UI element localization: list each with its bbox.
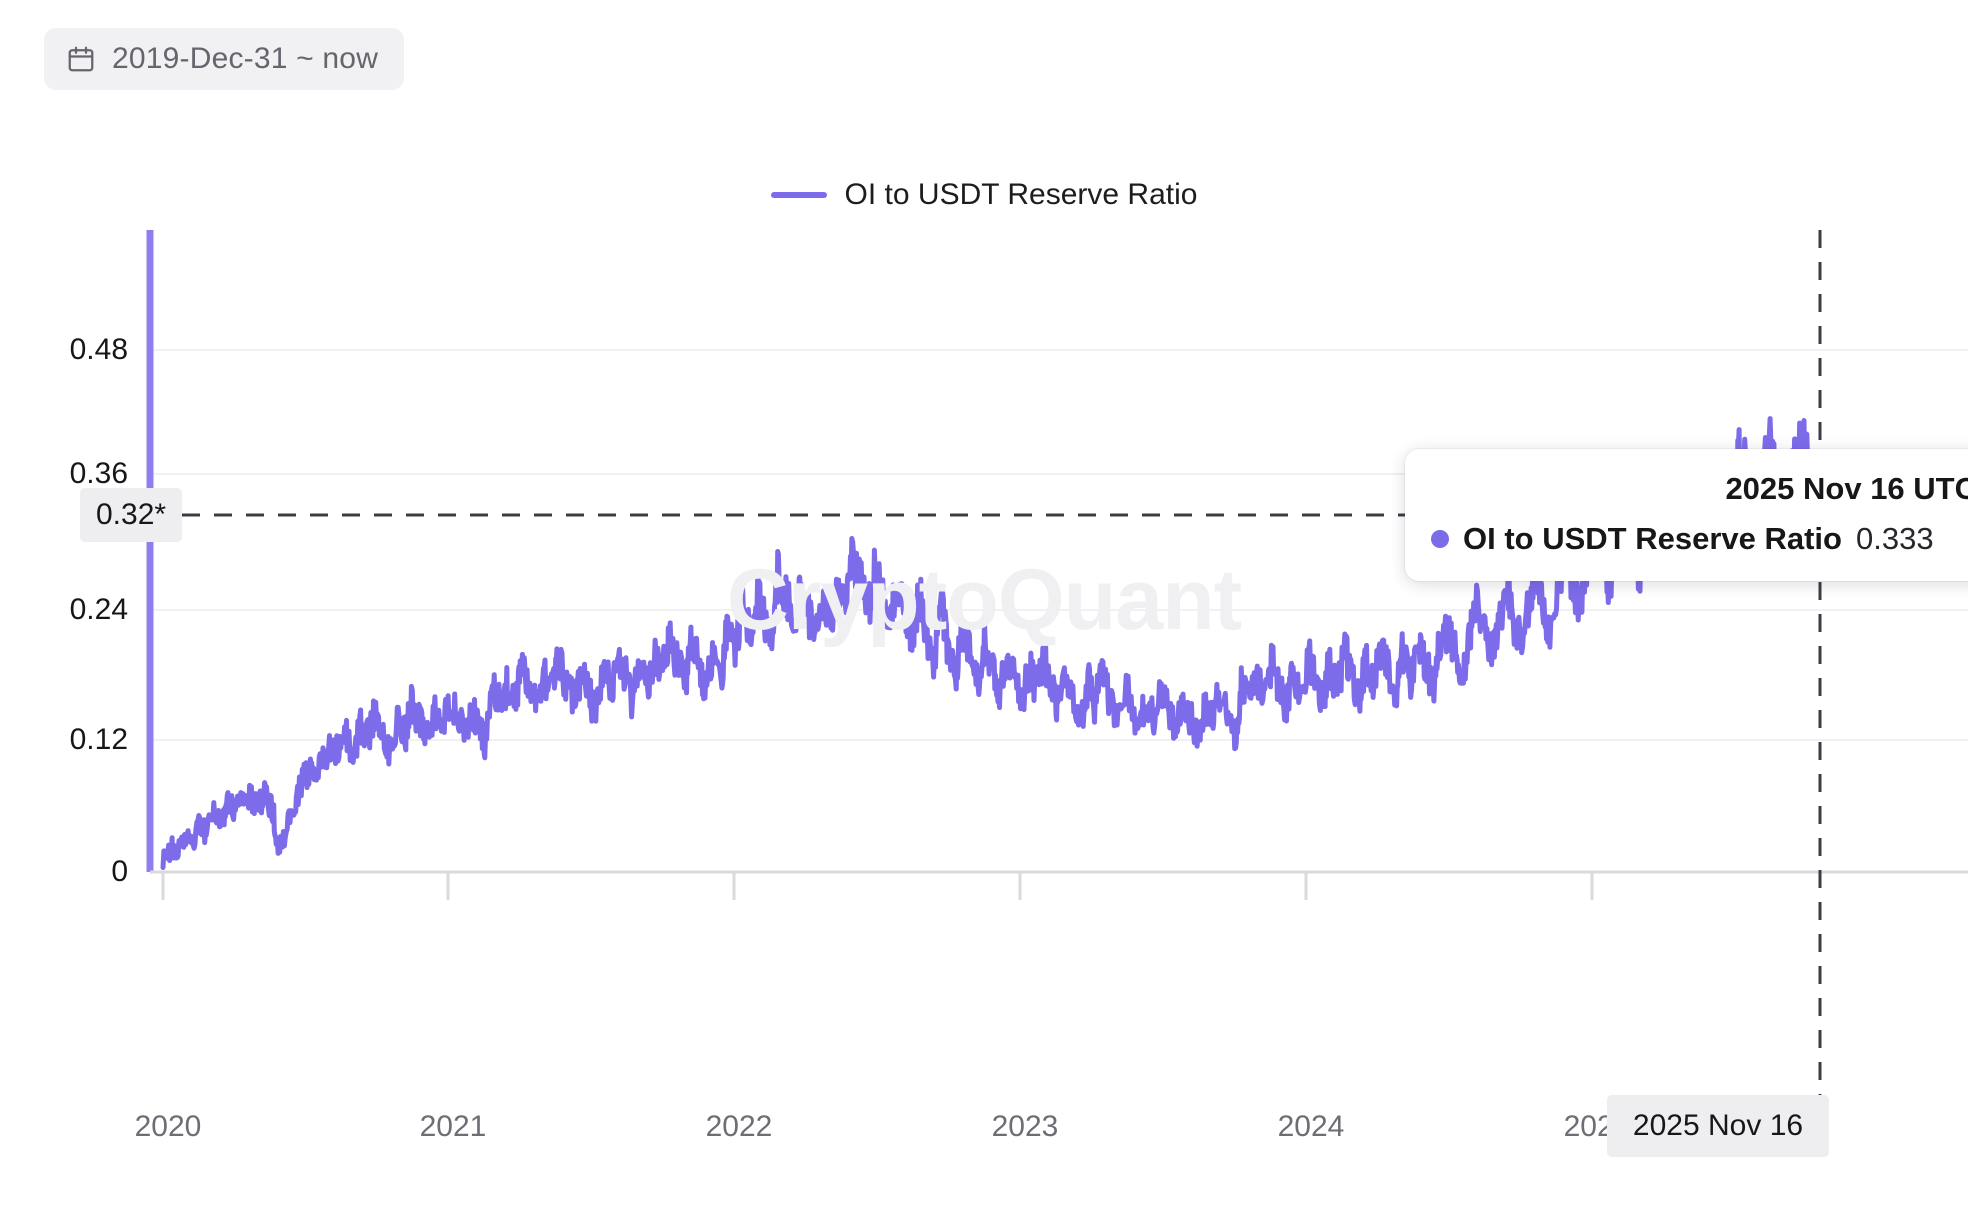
calendar-icon	[68, 46, 94, 72]
tooltip-series-dot-icon	[1431, 530, 1449, 548]
gridlines	[150, 349, 1968, 741]
chart-tooltip: 2025 Nov 16 UTC OI to USDT Reserve Ratio…	[1405, 449, 1968, 581]
x-tick-label-2021: 2021	[419, 1110, 487, 1143]
tooltip-series-name: OI to USDT Reserve Ratio	[1463, 521, 1842, 556]
x-crosshair-date-chip: 2025 Nov 16	[1606, 1095, 1830, 1157]
y-tick-label-036: 0.36	[69, 457, 128, 490]
y-crosshair-value-chip: 0.32*	[80, 488, 183, 542]
legend-line-swatch-icon	[770, 192, 827, 198]
x-axis-ticks	[161, 872, 1594, 900]
y-tick-label-0: 0	[111, 855, 128, 888]
tooltip-title: 2025 Nov 16 UTC	[1725, 471, 1968, 506]
series-line-oi-to-usdt-reserve-ratio	[160, 416, 1823, 870]
x-tick-label-2024: 2024	[1277, 1110, 1345, 1143]
date-range-label: 2019-Dec-31 ~ now	[112, 42, 379, 75]
tooltip-series-value: 0.333	[1855, 521, 1934, 556]
tooltip-series-row: OI to USDT Reserve Ratio 0.333	[1431, 521, 1968, 557]
x-tick-label-2023: 2023	[991, 1110, 1059, 1143]
date-range-selector[interactable]: 2019-Dec-31 ~ now	[44, 28, 405, 90]
y-tick-label-024: 0.24	[69, 593, 128, 626]
legend-item-label: OI to USDT Reserve Ratio	[844, 178, 1198, 211]
y-tick-label-012: 0.12	[69, 723, 128, 756]
y-tick-label-048: 0.48	[69, 333, 128, 366]
legend-item-oi-to-usdt-reserve-ratio[interactable]: OI to USDT Reserve Ratio	[770, 178, 1198, 212]
x-tick-label-2020: 2020	[134, 1110, 202, 1143]
chart-legend: OI to USDT Reserve Ratio	[0, 178, 1968, 212]
x-tick-label-2022: 2022	[705, 1110, 773, 1143]
